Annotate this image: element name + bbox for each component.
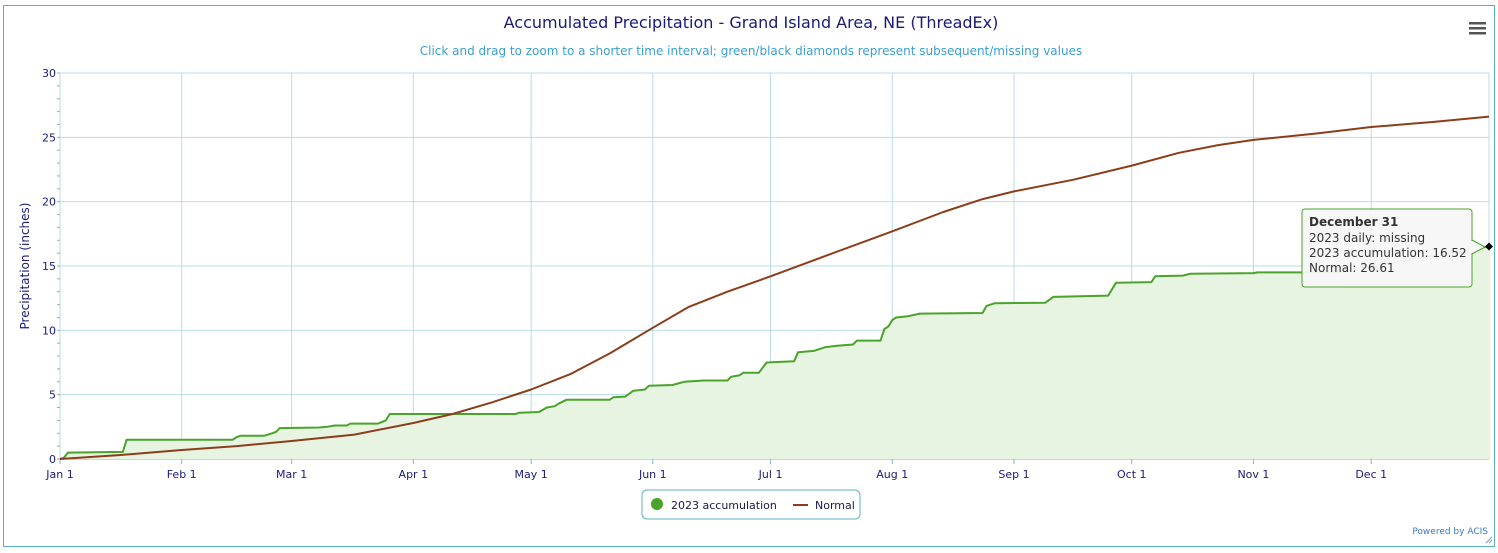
tooltip-title: December 31 [1309,215,1398,229]
legend-item-normal[interactable]: Normal [793,499,855,512]
y-tick-label-0: 0 [49,453,56,466]
chart-title: Accumulated Precipitation - Grand Island… [504,13,999,32]
y-tick-label-5: 5 [49,389,56,402]
x-tick-label-jul-1: Jul 1 [758,468,783,481]
x-tick-label-nov-1: Nov 1 [1237,468,1269,481]
y-tick-label-25: 25 [42,131,56,144]
y-axis-label: Precipitation (inches) [18,203,32,330]
x-tick-label-sep-1: Sep 1 [998,468,1029,481]
legend-label-normal: Normal [815,499,855,512]
chart-subtitle: Click and drag to zoom to a shorter time… [420,44,1082,58]
y-tick-label-20: 20 [42,196,56,209]
legend-marker-2023-accumulation [651,498,663,510]
chart-frame [3,5,1495,547]
tooltip: December 31 2023 daily: missing 2023 acc… [1301,208,1487,288]
series-line-2023-accumulation [59,245,1490,460]
series-area-2023-accumulation [60,246,1489,459]
y-axis: 0 5 10 15 20 25 30 [42,67,61,466]
tooltip-line-daily: 2023 daily: missing [1309,231,1425,245]
legend-box [641,489,861,520]
y-tick-label-30: 30 [42,67,56,80]
x-tick-label-oct-1: Oct 1 [1117,468,1147,481]
resize-handle-icon[interactable] [1485,536,1493,544]
x-tick-label-jan-1: Jan 1 [45,468,73,481]
y-tick-label-15: 15 [42,260,56,273]
credit-link[interactable]: Powered by ACIS [1412,527,1488,537]
legend[interactable]: 2023 accumulation Normal [641,489,861,520]
x-axis: Jan 1 Feb 1 Mar 1 Apr 1 May 1 Jun 1 Jul 1 Aug 1… [45,458,1489,481]
legend-label-2023-accumulation: 2023 accumulation [671,499,777,512]
legend-item-2023-accumulation[interactable]: 2023 accumulation [651,498,777,512]
series-line-normal [59,115,1490,460]
x-tick-label-mar-1: Mar 1 [276,468,307,481]
y-tick-label-10: 10 [42,324,56,337]
x-tick-label-apr-1: Apr 1 [399,468,429,481]
plot-area[interactable] [59,115,1493,460]
x-tick-label-feb-1: Feb 1 [167,468,197,481]
hamburger-menu-icon[interactable] [1469,22,1486,35]
missing-value-diamond-marker [1485,242,1493,251]
tooltip-line-normal: Normal: 26.61 [1309,261,1395,275]
x-tick-label-aug-1: Aug 1 [876,468,908,481]
tooltip-line-accumulation: 2023 accumulation: 16.52 [1309,246,1467,260]
x-tick-label-may-1: May 1 [514,468,547,481]
x-tick-label-jun-1: Jun 1 [638,468,667,481]
x-tick-label-dec-1: Dec 1 [1355,468,1387,481]
